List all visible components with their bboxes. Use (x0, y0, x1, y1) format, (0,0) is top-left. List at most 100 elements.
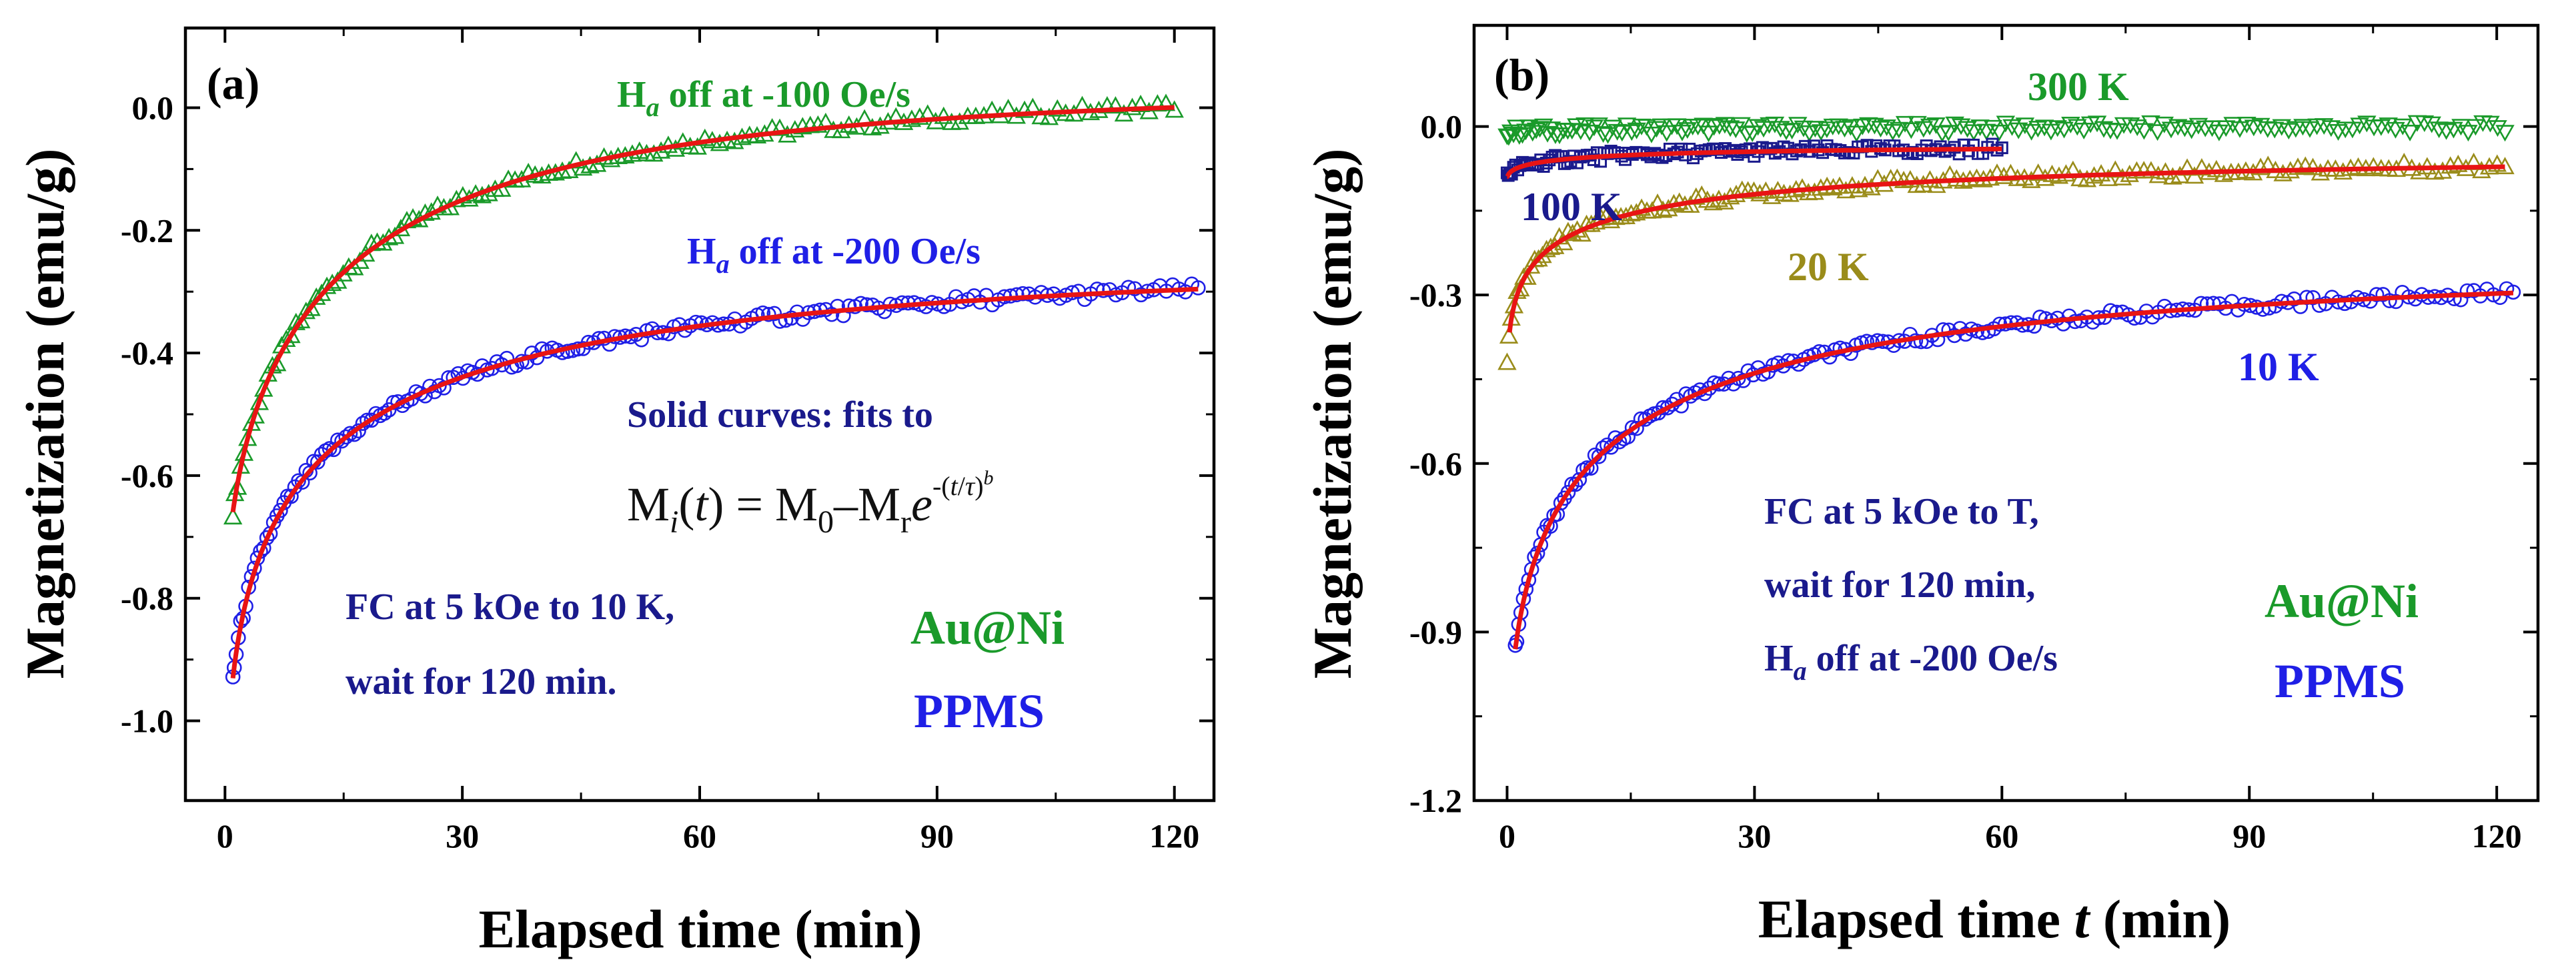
data-point (2447, 291, 2462, 306)
data-point (1782, 123, 1802, 140)
data-point (2250, 157, 2271, 175)
data-point (223, 507, 243, 525)
y-tick-label: -0.9 (1409, 613, 1462, 650)
data-point (2273, 163, 2293, 181)
y-tick-label: -1.2 (1409, 782, 1462, 819)
data-point (1549, 127, 1569, 145)
data-point (1530, 121, 1549, 138)
data-point (2314, 118, 2334, 135)
data-point (301, 298, 321, 316)
data-point (326, 442, 342, 458)
data-point (2379, 117, 2398, 135)
data-point (2008, 122, 2028, 139)
series-label-200oe: Ha off at -200 Oe/s (687, 231, 981, 279)
data-point (2074, 123, 2094, 139)
data-point (1870, 333, 1886, 349)
data-point (2481, 115, 2500, 133)
data-point (1048, 99, 1067, 117)
data-point (245, 406, 265, 424)
data-point (2206, 159, 2226, 177)
data-point (2154, 116, 2174, 133)
data-point (1516, 123, 1535, 141)
data-point (267, 354, 287, 372)
data-point (273, 502, 288, 518)
data-point (1015, 100, 1035, 118)
panel-b: 0 30 60 90 120 0.0 -0.3 -0.6 -0.9 -1.2 Magnetiza… (1302, 23, 2540, 949)
x-tick-label: 60 (1985, 817, 2018, 855)
data-point (2098, 168, 2118, 186)
data-point (2048, 120, 2067, 137)
x-ticks-b: 0 30 60 90 120 (1499, 25, 2522, 855)
data-point (1720, 120, 1740, 137)
fit-curve (1505, 146, 2002, 179)
data-point (1902, 122, 1921, 139)
data-point (2237, 116, 2257, 133)
series-label-100oe: Ha off at -100 Oe/s (617, 74, 910, 122)
y-axis-label-a: Magnetization (emu/g) (15, 149, 75, 679)
x-ticks-a: 0 30 60 90 120 (217, 28, 1199, 855)
data-point (2223, 117, 2242, 134)
y-ticks-b: 0.0 -0.3 -0.6 -0.9 -1.2 (1409, 108, 2538, 819)
data-point (1009, 287, 1025, 303)
fit-equation: Mi(t) = M0–Mre-(t/τ)b (627, 467, 994, 540)
data-point (291, 311, 311, 329)
data-point (1523, 125, 1542, 142)
data-point (2488, 120, 2507, 137)
data-point (1853, 118, 1872, 135)
data-point (2148, 124, 2167, 141)
data-point (2077, 169, 2097, 187)
data-point (862, 117, 882, 135)
data-point (2495, 125, 2515, 142)
data-point (2303, 157, 2323, 175)
data-point (573, 158, 593, 176)
data-point (910, 107, 930, 125)
data-point (1589, 117, 1608, 134)
data-point (1908, 115, 1927, 133)
data-point (2343, 121, 2363, 139)
data-point (1114, 104, 1134, 122)
data-point (2369, 287, 2385, 302)
data-point (1990, 124, 2009, 141)
data-point (281, 326, 301, 344)
data-point (1513, 127, 1532, 144)
data-point (1742, 125, 1762, 143)
data-point (1748, 119, 1768, 136)
data-point (1672, 124, 1692, 141)
y-tick-label: -1.0 (121, 702, 173, 740)
x-tick-label: 0 (217, 817, 233, 855)
panel-a: 0 30 60 90 120 0.0 -0.2 -0.4 -0.6 -0.8 -1.0 Magne… (15, 26, 1216, 959)
data-point (1571, 472, 1587, 488)
data-point (1889, 121, 1909, 139)
panel-label-b: (b) (1494, 49, 1549, 100)
data-point (2357, 115, 2377, 133)
data-point (2272, 119, 2292, 136)
data-point (2429, 121, 2449, 139)
data-point (1938, 125, 1958, 142)
data-point (1638, 412, 1653, 427)
data-point (1106, 96, 1125, 114)
data-point (2188, 117, 2208, 135)
data-point (1699, 125, 1718, 143)
y-axis-label-b: Magnetization (emu/g) (1302, 149, 1363, 679)
data-point (673, 132, 692, 150)
data-point (1710, 117, 1730, 135)
data-point (2251, 117, 2271, 135)
data-point (1983, 119, 2002, 137)
data-point (1951, 118, 1971, 135)
data-point (793, 117, 812, 135)
data-point (2422, 116, 2441, 133)
data-point (1843, 346, 1858, 362)
data-point (1964, 124, 1984, 141)
y-ticks-a: 0.0 -0.2 -0.4 -0.6 -0.8 -1.0 (121, 89, 1214, 740)
data-point (934, 106, 953, 124)
x-axis-label-b: Elapsed time t (min) (1758, 889, 2230, 949)
data-point (1762, 186, 1782, 204)
data-point (2034, 119, 2054, 137)
data-point (2141, 161, 2161, 179)
data-point (2288, 157, 2308, 175)
data-point (2293, 119, 2313, 136)
protocol-line2-a: wait for 120 min. (346, 661, 617, 702)
data-point (2349, 157, 2368, 175)
data-point (338, 429, 354, 445)
